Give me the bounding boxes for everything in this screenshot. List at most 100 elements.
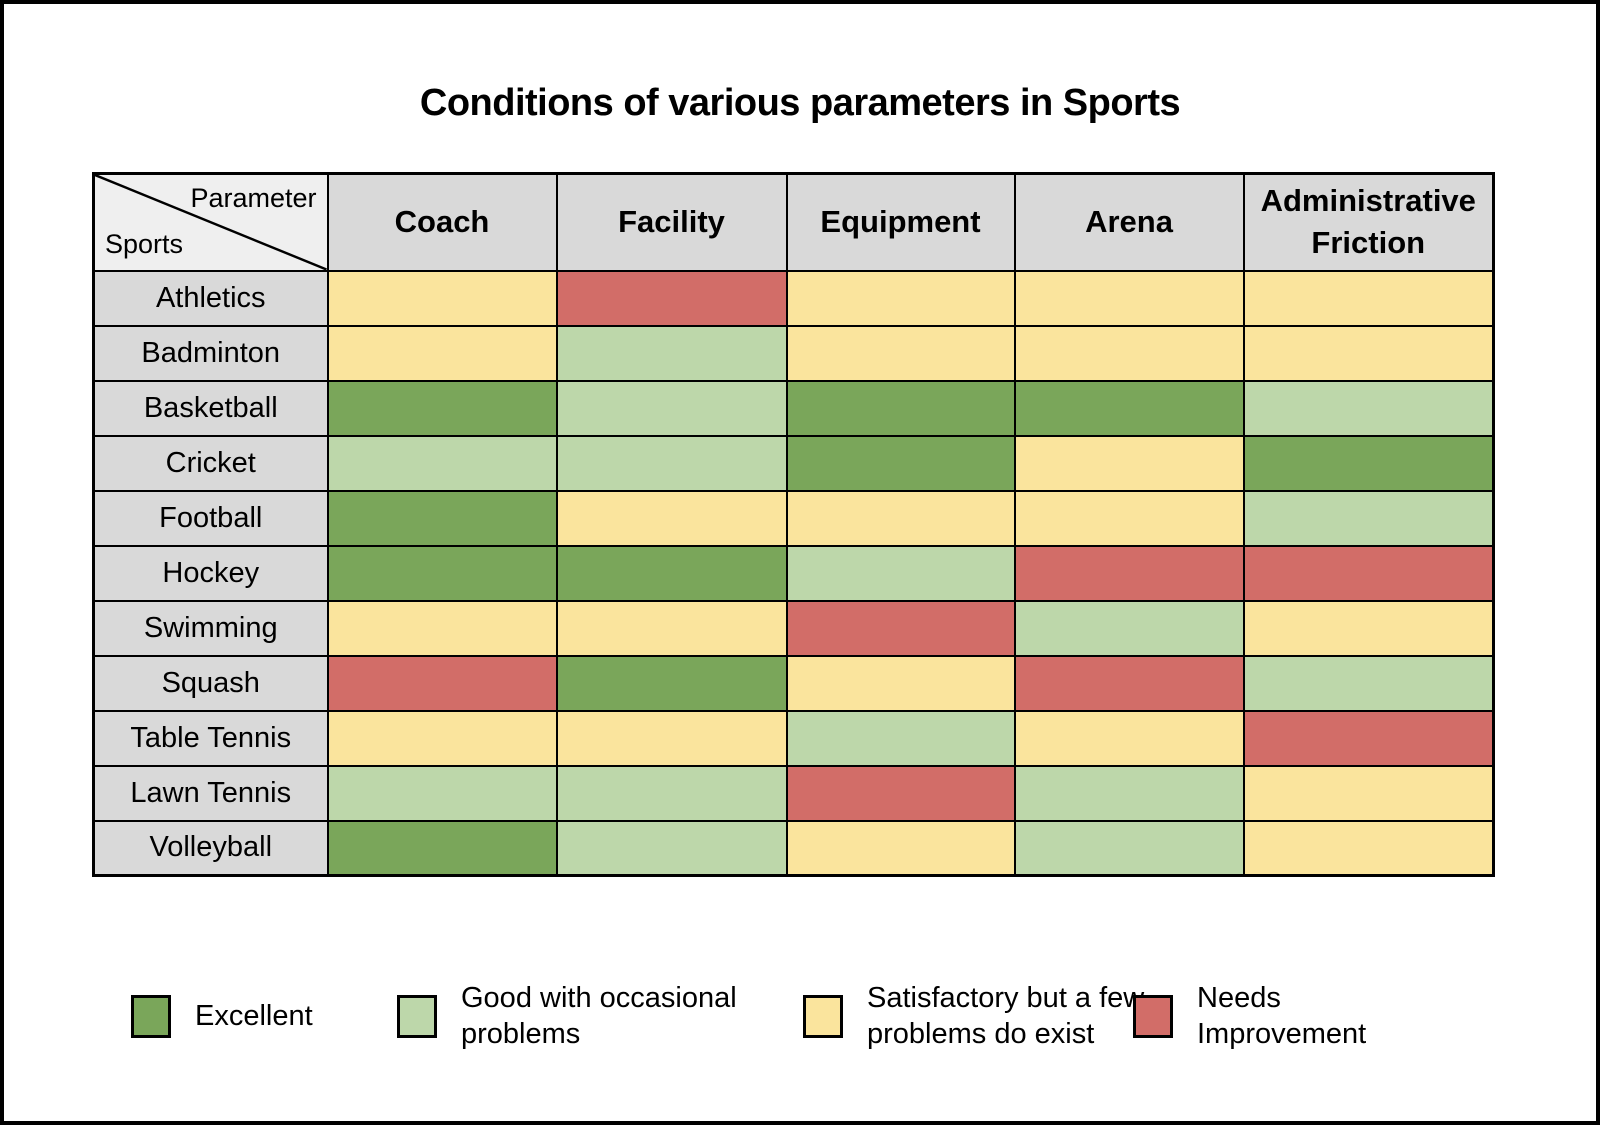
legend-swatch-good: [397, 994, 437, 1038]
row-label: Hockey: [92, 544, 329, 602]
table-row: Table Tennis: [92, 709, 1495, 767]
condition-cell: [1242, 654, 1495, 712]
condition-cell: [555, 324, 788, 382]
legend-label: Satisfactory but a few problems do exist: [867, 981, 1145, 1050]
condition-cell: [1013, 544, 1245, 602]
condition-cell: [1013, 379, 1245, 437]
condition-cell: [555, 709, 788, 767]
conditions-table: Parameter Sports Coach Facility Equipment A…: [92, 172, 1495, 877]
condition-cell: [555, 819, 788, 877]
condition-cell: [785, 379, 1016, 437]
condition-cell: [1242, 489, 1495, 547]
condition-cell: [1013, 489, 1245, 547]
condition-cell: [785, 654, 1016, 712]
row-label: Football: [92, 489, 329, 547]
condition-cell: [555, 379, 788, 437]
column-header: Equipment: [785, 172, 1016, 272]
row-label: Lawn Tennis: [92, 764, 329, 822]
legend-label: Good with occasional problems: [461, 981, 737, 1050]
condition-cell: [1013, 819, 1245, 877]
condition-cell: [326, 489, 558, 547]
legend-item-excellent: Excellent: [131, 976, 313, 1056]
condition-cell: [326, 599, 558, 657]
condition-cell: [326, 379, 558, 437]
conditions-table-body: Parameter Sports Coach Facility Equipment A…: [92, 172, 1495, 877]
table-row: Lawn Tennis: [92, 764, 1495, 822]
column-header: Administrative Friction: [1242, 172, 1495, 272]
condition-cell: [1013, 599, 1245, 657]
condition-cell: [1013, 654, 1245, 712]
condition-cell: [555, 434, 788, 492]
condition-cell: [785, 324, 1016, 382]
condition-cell: [785, 434, 1016, 492]
condition-cell: [785, 819, 1016, 877]
row-label: Volleyball: [92, 819, 329, 877]
condition-cell: [555, 489, 788, 547]
table-row: Volleyball: [92, 819, 1495, 877]
table-row: Football: [92, 489, 1495, 547]
condition-cell: [1013, 269, 1245, 327]
condition-cell: [555, 654, 788, 712]
corner-label-parameter: Parameter: [190, 183, 317, 213]
condition-cell: [785, 764, 1016, 822]
condition-cell: [1242, 599, 1495, 657]
row-label: Squash: [92, 654, 329, 712]
condition-cell: [1013, 434, 1245, 492]
condition-cell: [555, 269, 788, 327]
table-row: Badminton: [92, 324, 1495, 382]
row-label: Basketball: [92, 379, 329, 437]
conditions-grid-wrap: Parameter Sports Coach Facility Equipment A…: [92, 172, 1495, 877]
corner-cell: Parameter Sports: [92, 172, 329, 272]
condition-cell: [785, 709, 1016, 767]
column-header: Coach: [326, 172, 558, 272]
condition-cell: [1242, 819, 1495, 877]
legend-item-good: Good with occasional problems: [397, 976, 737, 1056]
table-row: Hockey: [92, 544, 1495, 602]
condition-cell: [1013, 324, 1245, 382]
table-row: Squash: [92, 654, 1495, 712]
condition-cell: [1242, 544, 1495, 602]
row-label: Athletics: [92, 269, 329, 327]
legend: Excellent Good with occasional problems Sa…: [4, 976, 1596, 1066]
condition-cell: [1242, 434, 1495, 492]
row-label: Cricket: [92, 434, 329, 492]
condition-cell: [785, 489, 1016, 547]
condition-cell: [555, 764, 788, 822]
column-header: Facility: [555, 172, 788, 272]
condition-cell: [1242, 269, 1495, 327]
legend-item-satisfactory: Satisfactory but a few problems do exist: [803, 976, 1144, 1056]
condition-cell: [1013, 709, 1245, 767]
column-header: Arena: [1013, 172, 1245, 272]
legend-swatch-satisfactory: [803, 994, 843, 1038]
condition-cell: [326, 269, 558, 327]
legend-swatch-needs: [1133, 994, 1173, 1038]
table-row: Cricket: [92, 434, 1495, 492]
condition-cell: [785, 599, 1016, 657]
row-label: Swimming: [92, 599, 329, 657]
legend-label: Needs Improvement: [1197, 981, 1367, 1050]
condition-cell: [785, 269, 1016, 327]
condition-cell: [326, 819, 558, 877]
condition-cell: [326, 324, 558, 382]
row-label: Badminton: [92, 324, 329, 382]
legend-swatch-excellent: [131, 994, 171, 1038]
condition-cell: [1242, 764, 1495, 822]
condition-cell: [785, 544, 1016, 602]
condition-cell: [555, 544, 788, 602]
table-row: Swimming: [92, 599, 1495, 657]
legend-label: Excellent: [195, 999, 313, 1032]
condition-cell: [326, 764, 558, 822]
condition-cell: [1242, 709, 1495, 767]
table-row: Athletics: [92, 269, 1495, 327]
legend-item-needs: Needs Improvement: [1133, 976, 1366, 1056]
corner-label-sports: Sports: [105, 228, 184, 259]
page-title: Conditions of various parameters in Spor…: [419, 82, 1181, 124]
condition-cell: [1242, 324, 1495, 382]
row-label: Table Tennis: [92, 709, 329, 767]
table-row: Basketball: [92, 379, 1495, 437]
header-row: Parameter Sports Coach Facility Equipment A…: [92, 172, 1495, 272]
condition-cell: [1013, 764, 1245, 822]
condition-cell: [326, 654, 558, 712]
condition-cell: [1242, 379, 1495, 437]
